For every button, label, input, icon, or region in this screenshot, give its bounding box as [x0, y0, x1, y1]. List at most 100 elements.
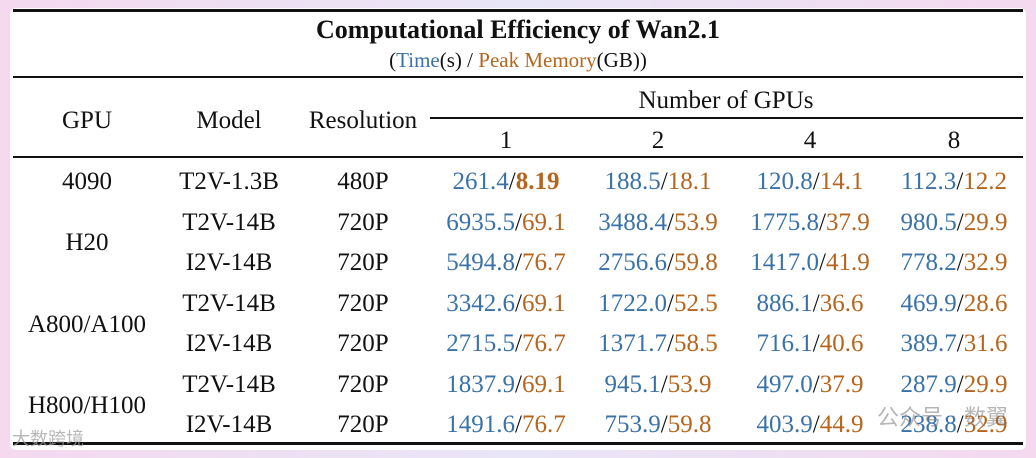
- memory-value: 14.1: [819, 168, 864, 195]
- row-model: I2V-14B: [185, 330, 273, 357]
- header-rule: [13, 156, 1023, 158]
- subtitle-time-unit: (s): [439, 48, 462, 72]
- data-cell: 389.7/31.6: [901, 331, 1008, 356]
- time-value: 1837.9: [446, 371, 516, 398]
- time-value: 238.8: [900, 411, 957, 438]
- value-separator: /: [812, 168, 820, 195]
- memory-value: 69.1: [521, 371, 566, 398]
- time-value: 886.1: [756, 290, 813, 317]
- value-separator: /: [956, 209, 964, 236]
- row-model: T2V-14B: [182, 290, 276, 317]
- value-separator: /: [956, 168, 964, 195]
- memory-value: 53.9: [673, 209, 718, 236]
- time-value: 1491.6: [446, 411, 516, 438]
- value-separator: /: [515, 411, 522, 438]
- time-value: 1775.8: [750, 209, 820, 236]
- watermark-left: 大数跨境: [12, 429, 84, 450]
- row-resolution: 720P: [337, 330, 389, 357]
- value-separator: /: [660, 411, 668, 438]
- memory-value: 31.6: [963, 330, 1008, 357]
- data-cell: 716.1/40.6: [757, 331, 864, 356]
- value-separator: /: [812, 411, 820, 438]
- time-value: 778.2: [900, 249, 957, 276]
- memory-value: 41.9: [825, 249, 870, 276]
- row-resolution: 720P: [337, 249, 389, 276]
- value-separator: /: [667, 249, 674, 276]
- gpu-label-a800-a100: A800/A100: [27, 311, 147, 338]
- subtitle-close: ): [639, 48, 647, 72]
- data-cell: 238.8/32.9: [901, 412, 1008, 437]
- memory-value: 32.9: [963, 249, 1008, 276]
- data-cell: 753.9/59.8: [605, 412, 712, 437]
- row-model: I2V-14B: [185, 249, 273, 276]
- time-value: 287.9: [900, 371, 957, 398]
- memory-value: 59.8: [667, 411, 712, 438]
- data-cell: 2756.6/59.8: [598, 250, 717, 275]
- watermark: 公众号 · 数翼: [877, 406, 1008, 431]
- time-value: 6935.5: [446, 209, 516, 236]
- data-cell: 120.8/14.1: [757, 169, 864, 194]
- value-separator: /: [660, 168, 668, 195]
- table-title: Computational Efficiency of Wan2.1: [316, 15, 720, 44]
- time-value: 261.4: [452, 168, 509, 195]
- value-separator: /: [667, 290, 674, 317]
- gpu-label-h20: H20: [65, 229, 109, 256]
- data-cell: 6935.5/69.1: [446, 210, 565, 235]
- memory-value: 36.6: [819, 290, 864, 317]
- memory-value: 18.1: [667, 168, 712, 195]
- memory-value: 69.1: [521, 209, 566, 236]
- value-separator: /: [667, 209, 674, 236]
- data-cell: 112.3/12.2: [901, 169, 1007, 194]
- row-model: I2V-14B: [185, 411, 273, 438]
- time-value: 112.3: [900, 168, 957, 195]
- data-cell: 1837.9/69.1: [446, 372, 565, 397]
- time-value: 403.9: [756, 411, 813, 438]
- time-value: 1371.7: [598, 330, 668, 357]
- memory-value: 59.8: [673, 249, 718, 276]
- header-gpu-count-8: 8: [947, 127, 961, 154]
- memory-value: 37.9: [825, 209, 870, 236]
- subtitle-open: (: [389, 48, 397, 72]
- value-separator: /: [667, 330, 674, 357]
- row-model: T2V-14B: [182, 209, 276, 236]
- time-value: 3342.6: [446, 290, 516, 317]
- time-value: 716.1: [756, 330, 813, 357]
- time-value: 753.9: [604, 411, 661, 438]
- data-cell: 403.9/44.9: [757, 412, 864, 437]
- time-value: 1722.0: [598, 290, 668, 317]
- time-value: 1417.0: [750, 249, 820, 276]
- data-cell: 886.1/36.6: [757, 291, 864, 316]
- time-value: 497.0: [756, 371, 813, 398]
- data-cell: 261.4/8.19: [453, 169, 560, 194]
- header-gpu-count-2: 2: [651, 127, 665, 154]
- data-cell: 469.9/28.6: [901, 291, 1008, 316]
- memory-value: 32.9: [963, 411, 1008, 438]
- title-rule: [13, 76, 1023, 78]
- data-cell: 1722.0/52.5: [598, 291, 717, 316]
- data-cell: 980.5/29.9: [901, 210, 1008, 235]
- memory-value: 29.9: [963, 371, 1008, 398]
- subtitle-memory: Peak Memory: [478, 48, 597, 72]
- subtitle-sep: /: [461, 48, 479, 72]
- value-separator: /: [812, 330, 820, 357]
- bottom-rule: [13, 442, 1023, 445]
- row-model: T2V-14B: [182, 371, 276, 398]
- header-model: Model: [196, 107, 262, 134]
- memory-value: 29.9: [963, 209, 1008, 236]
- memory-value: 76.7: [521, 249, 566, 276]
- data-cell: 1491.6/76.7: [446, 412, 565, 437]
- time-value: 5494.8: [446, 249, 516, 276]
- value-separator: /: [819, 249, 826, 276]
- time-value: 120.8: [756, 168, 813, 195]
- row-resolution: 720P: [337, 371, 389, 398]
- time-value: 945.1: [604, 371, 661, 398]
- data-cell: 3342.6/69.1: [446, 291, 565, 316]
- value-separator: /: [515, 290, 522, 317]
- data-cell: 945.1/53.9: [605, 372, 712, 397]
- row-resolution: 480P: [337, 168, 389, 195]
- memory-value: 12.2: [963, 168, 1008, 195]
- value-separator: /: [812, 371, 820, 398]
- table-subtitle: (Time(s) / Peak Memory(GB)): [0, 48, 1036, 73]
- data-cell: 188.5/18.1: [605, 169, 712, 194]
- memory-value: 58.5: [673, 330, 718, 357]
